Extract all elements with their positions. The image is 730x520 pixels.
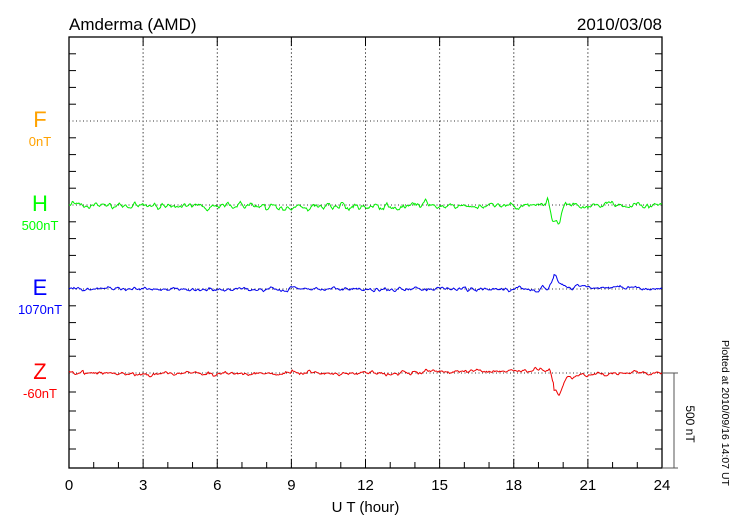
- svg-text:Z: Z: [33, 359, 46, 384]
- svg-text:18: 18: [505, 477, 522, 494]
- svg-text:-60nT: -60nT: [23, 386, 57, 401]
- svg-text:F: F: [33, 107, 46, 132]
- svg-text:15: 15: [431, 477, 448, 494]
- svg-text:6: 6: [213, 477, 221, 494]
- svg-text:Amderma (AMD): Amderma (AMD): [69, 15, 197, 34]
- svg-text:12: 12: [357, 477, 374, 494]
- svg-text:1070nT: 1070nT: [18, 302, 62, 317]
- svg-text:500nT: 500nT: [22, 218, 59, 233]
- svg-text:H: H: [32, 191, 48, 216]
- svg-text:0nT: 0nT: [29, 134, 51, 149]
- svg-text:21: 21: [580, 477, 597, 494]
- svg-text:3: 3: [139, 477, 147, 494]
- svg-text:2010/03/08: 2010/03/08: [577, 15, 662, 34]
- svg-text:500 nT: 500 nT: [683, 405, 697, 443]
- svg-text:9: 9: [287, 477, 295, 494]
- svg-text:U T (hour): U T (hour): [332, 499, 400, 516]
- svg-text:Plotted at 2010/09/16 14:07 UT: Plotted at 2010/09/16 14:07 UT: [719, 340, 730, 487]
- svg-text:E: E: [33, 275, 48, 300]
- svg-text:0: 0: [65, 477, 73, 494]
- svg-text:24: 24: [654, 477, 671, 494]
